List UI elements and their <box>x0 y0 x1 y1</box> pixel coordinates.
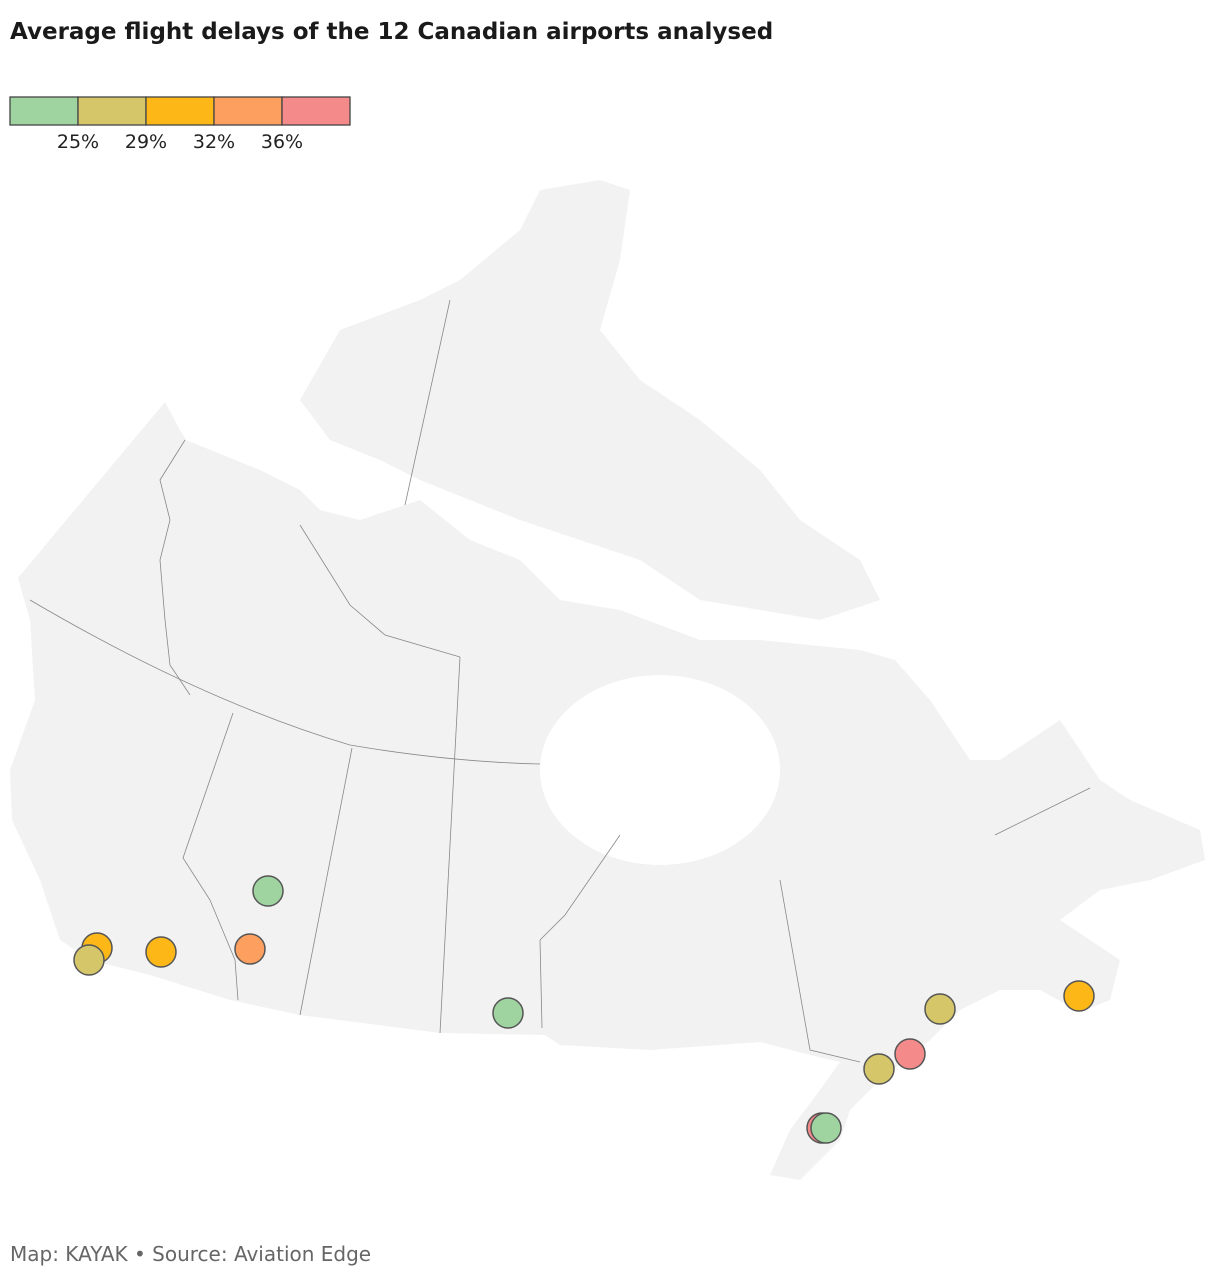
border <box>439 656 461 1034</box>
border <box>404 299 451 506</box>
airport-point <box>252 875 284 907</box>
map-title: Average flight delays of the 12 Canadian… <box>10 19 773 45</box>
border <box>779 879 861 1063</box>
airport-point <box>73 944 105 976</box>
border <box>539 834 621 941</box>
airport-point <box>145 936 177 968</box>
footer: Map: KAYAK • Source: Aviation Edge <box>10 1242 371 1266</box>
legend-swatch <box>281 96 351 126</box>
legend-tick-label: 29% <box>125 131 167 153</box>
legend-tick-label: 25% <box>57 131 99 153</box>
legend: 25% 29% 32% 36% <box>9 96 351 153</box>
airport-point <box>234 933 266 965</box>
border <box>29 599 541 765</box>
airports <box>73 875 1095 1144</box>
border <box>539 939 543 1029</box>
airport-point <box>1063 980 1095 1012</box>
legend-swatch <box>9 96 79 126</box>
arctic-islands <box>300 180 880 620</box>
border <box>159 439 191 696</box>
borders <box>29 299 1091 1063</box>
legend-tick-label: 32% <box>193 131 235 153</box>
border <box>299 747 353 1016</box>
airport-point <box>492 997 524 1029</box>
border <box>182 712 239 1001</box>
border <box>299 524 461 658</box>
legend-swatch <box>145 96 215 126</box>
airport-point <box>863 1053 895 1085</box>
legend-tick-label: 36% <box>261 131 303 153</box>
airport-point <box>924 993 956 1025</box>
border <box>994 787 1091 836</box>
land <box>10 180 1205 1180</box>
legend-swatch <box>77 96 147 126</box>
airport-point <box>894 1038 926 1070</box>
legend-swatch <box>213 96 283 126</box>
airport-point <box>810 1112 842 1144</box>
hudson-bay <box>540 675 780 865</box>
